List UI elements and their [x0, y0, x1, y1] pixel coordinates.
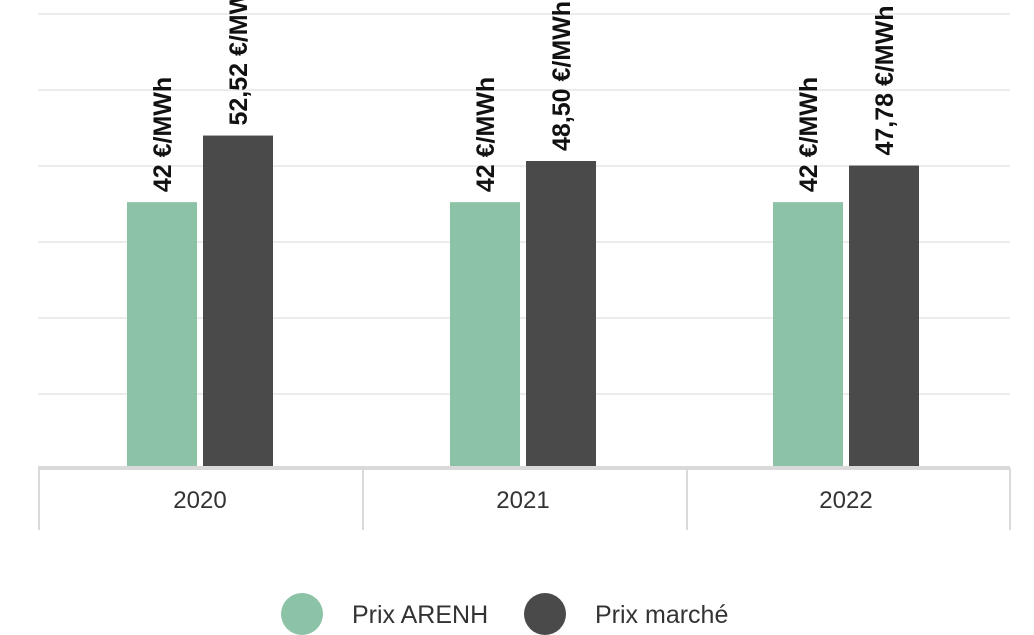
x-tick-label: 2020: [173, 487, 226, 514]
x-tick-label: 2021: [496, 487, 549, 514]
data-label: 42 €/MWh: [472, 77, 500, 192]
gridlines: [38, 13, 1010, 395]
bar: [127, 202, 197, 468]
bar: [203, 135, 273, 468]
legend-label: Prix marché: [595, 601, 728, 629]
data-label: 47,78 €/MWh: [871, 5, 899, 155]
data-label: 52,52 €/MWh: [225, 0, 253, 126]
legend-swatch: [281, 593, 323, 635]
legend-label: Prix ARENH: [352, 601, 488, 629]
x-tick-label: 2022: [819, 487, 872, 514]
x-axis: 2020 2021 2022: [38, 466, 1011, 530]
bar: [526, 160, 596, 468]
bars: 42 €/MWh 52,52 €/MWh 42 €/MWh 48,50 €/MWh 42…: [127, 0, 919, 468]
data-label: 42 €/MWh: [149, 77, 177, 192]
legend-swatch: [524, 593, 566, 635]
bar: [849, 165, 919, 468]
bar: [773, 202, 843, 468]
data-label: 48,50 €/MWh: [548, 1, 576, 151]
bar: [450, 202, 520, 468]
data-label: 42 €/MWh: [795, 77, 823, 192]
legend: Prix ARENH Prix marché: [281, 593, 728, 635]
